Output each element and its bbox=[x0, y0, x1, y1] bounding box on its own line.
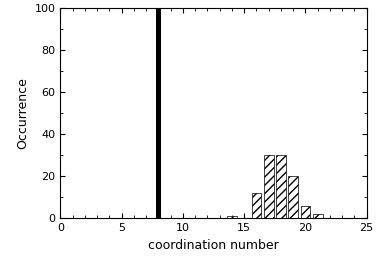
Bar bbox=[251, 193, 261, 218]
Bar bbox=[301, 206, 310, 218]
Bar bbox=[276, 155, 286, 218]
X-axis label: coordination number: coordination number bbox=[148, 239, 279, 252]
Bar bbox=[288, 176, 298, 218]
Bar bbox=[264, 155, 274, 218]
Y-axis label: Occurrence: Occurrence bbox=[16, 77, 29, 149]
Bar bbox=[313, 214, 322, 218]
Bar bbox=[156, 8, 161, 218]
Bar bbox=[227, 216, 237, 218]
